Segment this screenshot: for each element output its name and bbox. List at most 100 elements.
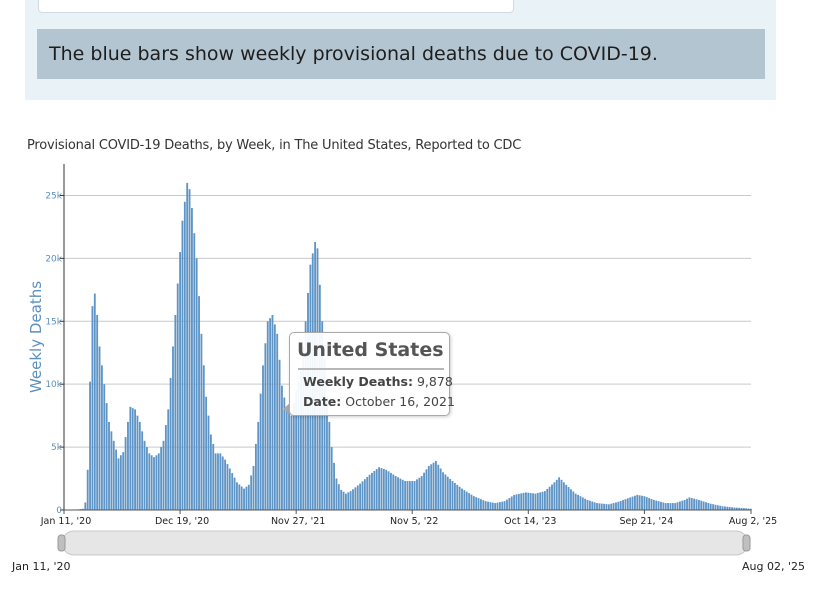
bar[interactable] — [532, 493, 534, 510]
bar[interactable] — [456, 484, 459, 510]
bar[interactable] — [340, 489, 343, 510]
bar[interactable] — [435, 460, 437, 510]
bar[interactable] — [112, 440, 115, 510]
bar[interactable] — [740, 507, 743, 510]
bar[interactable] — [437, 464, 440, 510]
bar[interactable] — [496, 502, 499, 510]
bar[interactable] — [181, 220, 184, 510]
bar[interactable] — [93, 293, 96, 510]
bar[interactable] — [631, 496, 634, 510]
bar[interactable] — [413, 481, 416, 510]
bar[interactable] — [103, 384, 106, 510]
bar[interactable] — [693, 498, 696, 510]
bar[interactable] — [546, 488, 549, 510]
bar[interactable] — [629, 497, 632, 510]
range-handle-left[interactable] — [57, 534, 66, 552]
bar[interactable] — [425, 469, 428, 510]
bar[interactable] — [607, 504, 610, 510]
bar[interactable] — [728, 506, 731, 510]
bar[interactable] — [273, 324, 276, 510]
bar[interactable] — [157, 453, 160, 510]
bar[interactable] — [174, 314, 177, 510]
bar[interactable] — [333, 462, 335, 510]
bar[interactable] — [525, 492, 527, 510]
bar[interactable] — [127, 421, 129, 510]
bar[interactable] — [91, 306, 94, 510]
bar[interactable] — [513, 494, 516, 510]
bar[interactable] — [281, 385, 283, 510]
bar[interactable] — [579, 496, 582, 510]
bar[interactable] — [82, 508, 84, 510]
bar[interactable] — [444, 474, 447, 510]
bar[interactable] — [588, 500, 591, 510]
bar[interactable] — [221, 456, 224, 510]
bar[interactable] — [209, 434, 212, 510]
bar[interactable] — [337, 484, 340, 510]
bar[interactable] — [108, 421, 110, 510]
bar[interactable] — [655, 500, 658, 510]
bar[interactable] — [122, 452, 125, 510]
bar[interactable] — [586, 499, 589, 510]
bar[interactable] — [484, 501, 487, 510]
bar[interactable] — [188, 189, 191, 510]
bar[interactable] — [446, 476, 449, 510]
bar[interactable] — [570, 489, 572, 510]
bar[interactable] — [183, 201, 186, 510]
bar[interactable] — [231, 473, 234, 510]
bar[interactable] — [461, 488, 463, 510]
bar[interactable] — [487, 501, 489, 510]
bar[interactable] — [143, 440, 146, 510]
bar[interactable] — [335, 478, 338, 510]
bar[interactable] — [423, 472, 426, 510]
bar[interactable] — [148, 453, 151, 510]
bar[interactable] — [702, 501, 705, 510]
bar[interactable] — [520, 493, 523, 510]
bar[interactable] — [406, 481, 409, 510]
bar[interactable] — [491, 502, 494, 510]
bar[interactable] — [243, 488, 245, 510]
bar[interactable] — [250, 475, 253, 510]
bar[interactable] — [596, 503, 598, 510]
bar[interactable] — [288, 412, 290, 510]
bar[interactable] — [354, 487, 357, 510]
bar[interactable] — [610, 503, 613, 510]
bar[interactable] — [138, 421, 141, 510]
bar[interactable] — [551, 484, 553, 510]
panel-input-box[interactable] — [38, 0, 514, 13]
bar[interactable] — [515, 494, 518, 510]
bar[interactable] — [735, 507, 738, 510]
bar[interactable] — [134, 409, 136, 510]
bar[interactable] — [451, 481, 454, 510]
bar[interactable] — [378, 467, 380, 510]
bar[interactable] — [506, 499, 508, 510]
bar[interactable] — [475, 497, 478, 510]
bar[interactable] — [380, 468, 383, 510]
bar[interactable] — [733, 507, 736, 510]
bar[interactable] — [648, 498, 651, 510]
bar[interactable] — [742, 508, 745, 510]
bar[interactable] — [671, 503, 674, 510]
bar[interactable] — [603, 503, 606, 510]
bar[interactable] — [131, 408, 134, 510]
bar[interactable] — [238, 484, 241, 510]
bar[interactable] — [463, 490, 466, 510]
bar[interactable] — [465, 491, 468, 510]
bar[interactable] — [458, 486, 461, 510]
bar[interactable] — [176, 283, 179, 510]
bar[interactable] — [690, 498, 693, 510]
bar[interactable] — [150, 455, 153, 510]
bar[interactable] — [539, 492, 542, 510]
bar[interactable] — [119, 455, 122, 510]
bar[interactable] — [224, 459, 227, 510]
bar[interactable] — [408, 481, 411, 510]
bar[interactable] — [392, 474, 395, 510]
bar[interactable] — [619, 500, 622, 510]
bar[interactable] — [193, 233, 196, 510]
bar[interactable] — [89, 381, 91, 510]
bar[interactable] — [584, 498, 587, 510]
bar[interactable] — [397, 477, 399, 510]
bar[interactable] — [266, 321, 269, 510]
bar[interactable] — [100, 365, 103, 510]
bar[interactable] — [411, 481, 414, 510]
bar[interactable] — [110, 431, 113, 510]
